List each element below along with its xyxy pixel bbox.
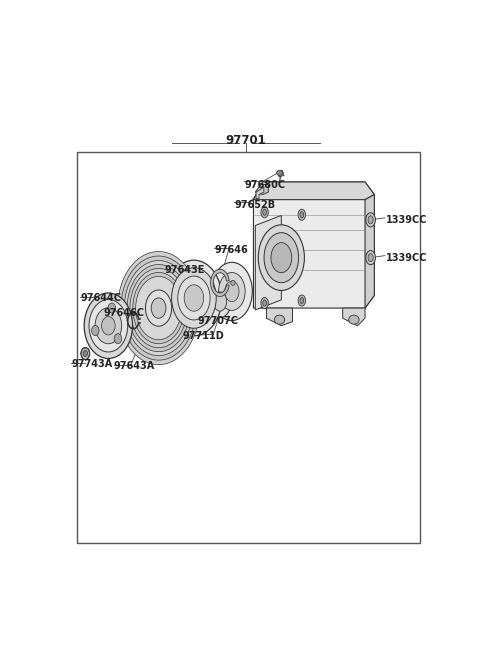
Ellipse shape [89,299,128,352]
Ellipse shape [121,256,196,360]
Ellipse shape [348,315,359,324]
Text: 97707C: 97707C [198,316,239,326]
Polygon shape [253,182,374,308]
Ellipse shape [130,269,187,348]
Polygon shape [266,308,292,326]
Ellipse shape [231,280,235,286]
Ellipse shape [84,293,132,358]
Ellipse shape [95,308,121,344]
Text: 97652B: 97652B [234,200,275,210]
Polygon shape [343,308,365,326]
Ellipse shape [298,209,306,220]
Ellipse shape [114,333,121,344]
Ellipse shape [218,272,245,310]
Polygon shape [365,195,374,308]
Ellipse shape [261,297,268,309]
Ellipse shape [81,347,90,360]
Text: 97646: 97646 [215,245,248,255]
Ellipse shape [136,276,181,340]
Ellipse shape [166,260,222,336]
Ellipse shape [264,233,299,283]
Ellipse shape [276,170,282,176]
Ellipse shape [151,298,166,318]
Ellipse shape [108,303,116,313]
Ellipse shape [172,268,216,328]
Polygon shape [277,170,284,177]
Text: 1339CC: 1339CC [385,253,427,263]
Ellipse shape [368,215,373,224]
Ellipse shape [127,265,190,352]
Ellipse shape [368,253,373,262]
Text: 97743A: 97743A [71,358,112,369]
Ellipse shape [145,290,172,326]
Ellipse shape [271,242,292,272]
Ellipse shape [263,300,266,306]
Ellipse shape [211,262,252,320]
Ellipse shape [184,285,204,311]
Ellipse shape [118,252,200,365]
Text: 97646C: 97646C [104,308,145,318]
Ellipse shape [366,251,375,265]
Bar [77,152,420,542]
Ellipse shape [274,315,285,324]
Ellipse shape [102,316,115,335]
Ellipse shape [119,253,199,364]
Ellipse shape [124,261,193,356]
Ellipse shape [178,276,210,320]
Ellipse shape [258,225,304,290]
Polygon shape [256,187,264,198]
Ellipse shape [209,286,231,318]
Polygon shape [253,182,374,200]
Text: 97644C: 97644C [81,293,121,303]
Text: 97711D: 97711D [183,331,225,341]
Text: 97701: 97701 [226,134,266,147]
Polygon shape [255,215,281,310]
Ellipse shape [213,292,227,311]
Text: 1339CC: 1339CC [385,215,427,225]
Polygon shape [211,269,229,297]
Ellipse shape [92,326,99,335]
Ellipse shape [261,207,268,218]
Ellipse shape [298,295,306,306]
Text: 97643E: 97643E [164,265,204,275]
Ellipse shape [83,350,87,356]
Ellipse shape [225,281,239,302]
Ellipse shape [300,297,304,303]
Ellipse shape [133,272,184,344]
Text: 97643A: 97643A [114,361,155,371]
Ellipse shape [366,213,375,227]
Ellipse shape [263,209,266,215]
Polygon shape [255,185,268,195]
Text: 97680C: 97680C [244,179,285,189]
Ellipse shape [300,212,304,218]
